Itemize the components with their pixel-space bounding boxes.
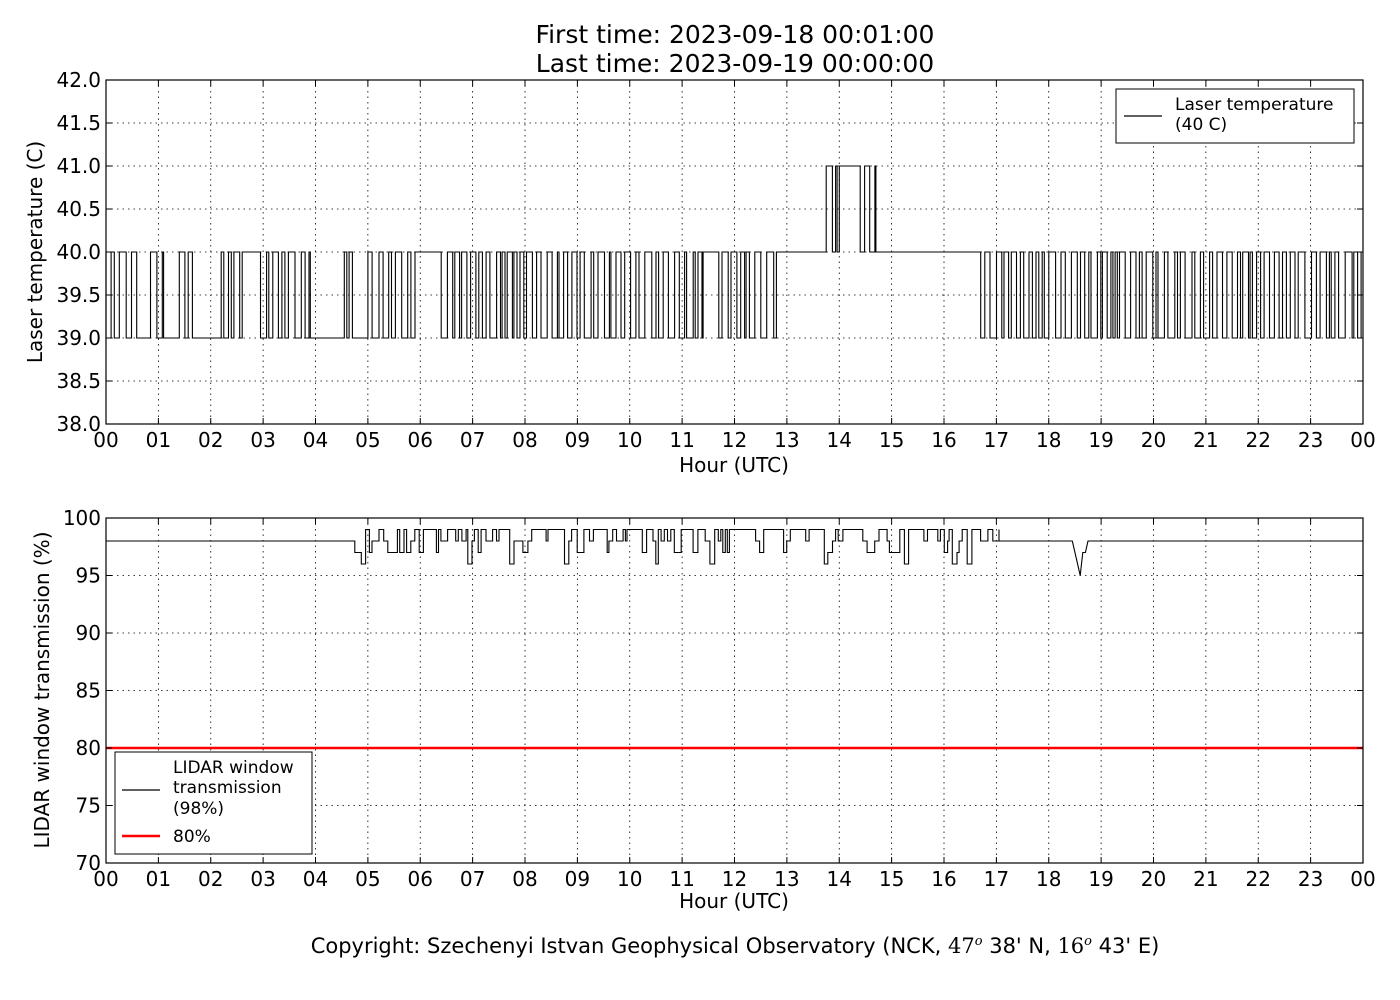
lidar-transmission-x-tick-label: 01: [146, 867, 171, 891]
lidar-transmission-x-tick-label: 00: [93, 867, 118, 891]
lidar-transmission-x-tick-label: 23: [1298, 867, 1323, 891]
laser-temperature-y-tick-label: 38.5: [56, 369, 101, 393]
laser-temperature-y-tick-label: 39.5: [56, 283, 101, 307]
lidar-transmission-x-tick-label: 08: [512, 867, 537, 891]
laser-temperature-x-tick-label: 22: [1246, 428, 1271, 452]
lidar-transmission-x-tick-label: 10: [617, 867, 642, 891]
laser-temperature-xlabel: Hour (UTC): [679, 453, 789, 477]
figure-title-line1: First time: 2023-09-18 00:01:00: [536, 20, 935, 49]
laser-temperature-x-tick-label: 00: [1350, 428, 1375, 452]
lidar-transmission-ticks: 00 01 02 03 04 05 06 07 08 09 10 11 12 13 14 15 16 17 18 19…: [63, 506, 1376, 891]
lidar-transmission-ylabel: LIDAR window transmission (%): [30, 532, 54, 849]
laser-temperature-y-tick-label: 42.0: [56, 68, 101, 92]
copyright-prefix: Copyright: Szechenyi Istvan Geophysical …: [310, 934, 948, 958]
laser-temperature-x-tick-label: 07: [460, 428, 485, 452]
copyright-lon-degree-symbol: o: [1084, 934, 1092, 949]
laser-temperature-x-tick-label: 19: [1088, 428, 1113, 452]
laser-temperature-x-tick-label: 04: [303, 428, 328, 452]
lidar-transmission-y-tick-label: 90: [76, 621, 101, 645]
laser-temperature-y-tick-label: 38.0: [56, 412, 101, 436]
laser-temperature-x-tick-label: 10: [617, 428, 642, 452]
laser-temperature-chart: 00 01 02 03 04 05 06 07 08 09 10 11 12 13 14 15 16 17 18 19…: [23, 68, 1376, 477]
lidar-transmission-y-tick-label: 85: [76, 679, 101, 703]
laser-temperature-x-tick-label: 20: [1141, 428, 1166, 452]
laser-temperature-x-tick-label: 17: [984, 428, 1009, 452]
lidar-transmission-legend-label-line1: LIDAR window: [173, 758, 294, 778]
laser-temperature-legend: Laser temperature (40 C): [1115, 88, 1355, 144]
lidar-transmission-x-tick-label: 09: [565, 867, 590, 891]
laser-temperature-x-tick-label: 12: [722, 428, 747, 452]
figure-title-line2: Last time: 2023-09-19 00:00:00: [536, 49, 934, 78]
copyright-lat-min: 38' N,: [982, 934, 1058, 958]
lidar-transmission-x-tick-label: 13: [774, 867, 799, 891]
lidar-transmission-y-tick-label: 80: [76, 736, 101, 760]
lidar-transmission-legend: LIDAR window transmission (98%) 80%: [114, 751, 313, 855]
lidar-transmission-x-tick-label: 12: [722, 867, 747, 891]
laser-temperature-y-tick-label: 41.5: [56, 111, 101, 135]
lidar-transmission-chart: 00 01 02 03 04 05 06 07 08 09 10 11 12 13 14 15 16 17 18 19…: [30, 506, 1376, 913]
laser-temperature-x-tick-label: 03: [250, 428, 275, 452]
laser-temperature-x-tick-label: 05: [355, 428, 380, 452]
lidar-transmission-legend-label-80: 80%: [173, 827, 211, 847]
laser-temperature-x-tick-label: 09: [565, 428, 590, 452]
lidar-transmission-y-tick-label: 75: [76, 794, 101, 818]
laser-temperature-x-tick-label: 00: [93, 428, 118, 452]
lidar-transmission-x-tick-label: 17: [984, 867, 1009, 891]
lidar-transmission-y-tick-label: 95: [76, 564, 101, 588]
lidar-transmission-x-tick-label: 18: [1036, 867, 1061, 891]
lidar-transmission-series: [106, 528, 1363, 750]
copyright-lat-deg: 47: [947, 934, 975, 958]
laser-temperature-legend-label-line2: (40 C): [1175, 115, 1227, 135]
lidar-transmission-x-tick-label: 00: [1350, 867, 1375, 891]
lidar-transmission-x-tick-label: 05: [355, 867, 380, 891]
laser-temperature-x-tick-label: 02: [198, 428, 223, 452]
lidar-transmission-x-tick-label: 16: [931, 867, 956, 891]
laser-temperature-x-tick-label: 01: [146, 428, 171, 452]
laser-temperature-series: [105, 165, 1363, 339]
laser-temperature-x-tick-label: 18: [1036, 428, 1061, 452]
laser-temperature-legend-label-line1: Laser temperature: [1175, 95, 1333, 115]
lidar-transmission-y-tick-label: 70: [76, 851, 101, 875]
lidar-transmission-legend-label-line3: (98%): [173, 799, 224, 819]
lidar-transmission-xlabel: Hour (UTC): [679, 889, 789, 913]
laser-temperature-x-tick-label: 23: [1298, 428, 1323, 452]
laser-temperature-x-tick-label: 15: [879, 428, 904, 452]
laser-temperature-ticks: 00 01 02 03 04 05 06 07 08 09 10 11 12 13 14 15 16 17 18 19…: [56, 68, 1375, 452]
lidar-transmission-x-tick-label: 21: [1193, 867, 1218, 891]
copyright-lat-degree-symbol: o: [974, 934, 983, 949]
laser-temperature-ylabel: Laser temperature (C): [23, 141, 47, 363]
laser-temperature-legend-box: [1115, 88, 1355, 144]
lidar-transmission-x-tick-label: 03: [250, 867, 275, 891]
lidar-transmission-line: [106, 528, 1363, 576]
copyright-notice: Copyright: Szechenyi Istvan Geophysical …: [0, 934, 1400, 958]
laser-temperature-x-tick-label: 21: [1193, 428, 1218, 452]
lidar-transmission-x-tick-label: 22: [1246, 867, 1271, 891]
laser-temperature-x-tick-label: 13: [774, 428, 799, 452]
laser-temperature-y-tick-label: 40.5: [56, 197, 101, 221]
copyright-lon-min: 43' E): [1092, 934, 1160, 958]
laser-temperature-x-tick-label: 06: [408, 428, 433, 452]
lidar-transmission-x-tick-label: 19: [1088, 867, 1113, 891]
lidar-transmission-x-tick-label: 02: [198, 867, 223, 891]
laser-temperature-y-tick-label: 39.0: [56, 326, 101, 350]
lidar-transmission-y-tick-label: 100: [63, 506, 101, 530]
laser-temperature-x-tick-label: 14: [827, 428, 852, 452]
laser-temperature-x-tick-label: 08: [512, 428, 537, 452]
lidar-transmission-x-tick-label: 11: [669, 867, 694, 891]
laser-temperature-x-tick-label: 16: [931, 428, 956, 452]
lidar-transmission-x-tick-label: 06: [408, 867, 433, 891]
lidar-transmission-x-tick-label: 04: [303, 867, 328, 891]
laser-temperature-y-tick-label: 40.0: [56, 240, 101, 264]
lidar-transmission-x-tick-label: 15: [879, 867, 904, 891]
laser-temperature-x-tick-label: 11: [669, 428, 694, 452]
lidar-transmission-x-tick-label: 07: [460, 867, 485, 891]
lidar-transmission-legend-label-line2: transmission: [173, 778, 282, 798]
copyright-lon-deg: 16: [1057, 934, 1085, 958]
laser-temperature-y-tick-label: 41.0: [56, 154, 101, 178]
lidar-transmission-x-tick-label: 14: [827, 867, 852, 891]
laser-temperature-line: [105, 165, 1363, 339]
lidar-transmission-x-tick-label: 20: [1141, 867, 1166, 891]
